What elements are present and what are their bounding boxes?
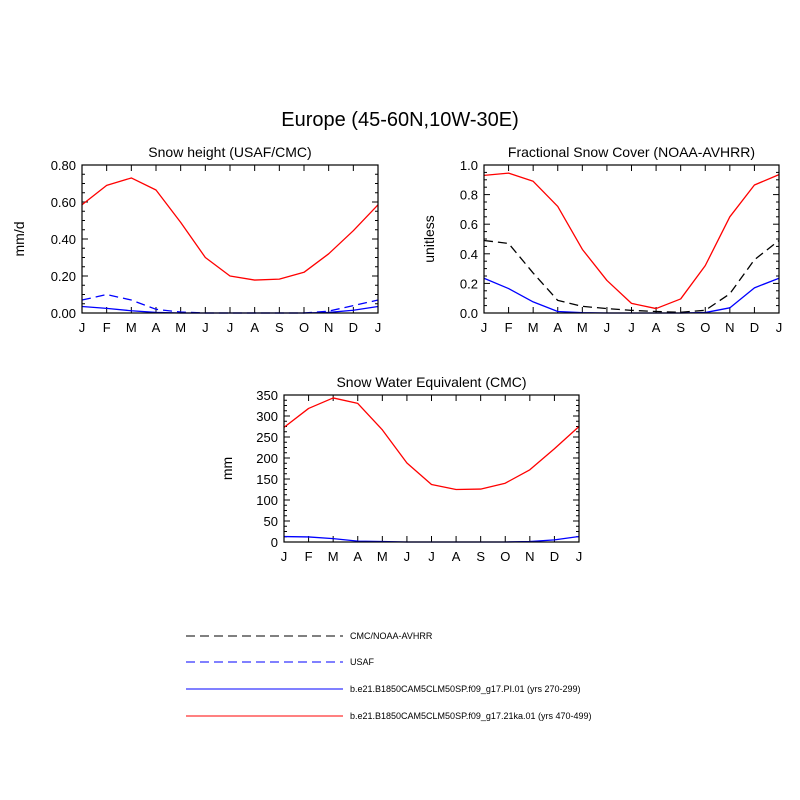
x-tick-label: A [553,320,562,335]
x-tick-label: D [550,549,559,564]
x-tick-label: M [528,320,539,335]
plot-frame [81,164,379,314]
series-line [483,239,780,313]
panel-title: Snow height (USAF/CMC) [148,144,311,160]
x-tick-label: O [700,320,710,335]
x-tick-label: A [652,320,661,335]
x-tick-label: J [604,320,611,335]
y-axis-label: mm [219,457,235,480]
y-tick-label: 0.60 [51,195,76,210]
series-line [81,177,379,281]
x-tick-label: J [79,320,86,335]
x-tick-label: S [275,320,284,335]
y-tick-label: 200 [256,451,278,466]
x-tick-label: N [725,320,734,335]
y-tick-label: 1.0 [460,158,478,173]
legend-label: b.e21.B1850CAM5CLM50SP.f09_g17.PI.01 (yr… [350,684,580,694]
x-tick-label: J [481,320,488,335]
x-tick-label: S [476,549,485,564]
x-tick-label: O [299,320,309,335]
x-tick-label: A [452,549,461,564]
x-tick-label: N [525,549,534,564]
legend-label: USAF [350,657,375,667]
x-tick-label: J [628,320,635,335]
legend-label: b.e21.B1850CAM5CLM50SP.f09_g17.21ka.01 (… [350,711,592,721]
snow-height-panel: Snow height (USAF/CMC)mm/dJ F M A M J J A S O N D J0… [11,144,381,335]
plot-frame [483,164,780,314]
y-tick-label: 0 [271,535,278,550]
x-tick-label: M [175,320,186,335]
x-tick-label: J [428,549,435,564]
y-tick-label: 250 [256,430,278,445]
y-axis-label: unitless [421,215,437,262]
panel-title: Snow Water Equivalent (CMC) [336,374,526,390]
y-tick-label: 0.80 [51,158,76,173]
x-tick-label: A [152,320,161,335]
plot-frame [283,394,580,543]
y-axis-label: mm/d [11,222,27,257]
fractional-snow-cover-panel: Fractional Snow Cover (NOAA-AVHRR) unitle… [421,144,782,335]
x-tick-label: J [404,549,411,564]
x-tick-label: F [103,320,111,335]
x-tick-label: N [324,320,333,335]
y-tick-label: 300 [256,409,278,424]
y-tick-label: 0.0 [460,306,478,321]
x-tick-label: J [281,549,288,564]
x-tick-label: M [328,549,339,564]
y-tick-label: 100 [256,493,278,508]
y-tick-label: 0.6 [460,217,478,232]
x-tick-label: F [505,320,513,335]
legend-label: CMC/NOAA-AVHRR [350,631,433,641]
y-tick-label: 150 [256,472,278,487]
x-tick-label: M [377,549,388,564]
series-line [81,293,379,314]
series-line [283,397,580,491]
y-tick-label: 350 [256,388,278,403]
x-tick-label: M [577,320,588,335]
x-tick-label: A [353,549,362,564]
x-tick-label: M [126,320,137,335]
y-tick-label: 0.20 [51,269,76,284]
x-tick-label: A [250,320,259,335]
x-tick-label: J [375,320,382,335]
y-tick-label: 50 [264,514,278,529]
panel-title: Fractional Snow Cover (NOAA-AVHRR) [508,144,755,160]
legend: CMC/NOAA-AVHRR USAF b.e21.B1850CAM5CLM50SP… [186,631,592,721]
x-tick-label: J [227,320,234,335]
y-tick-label: 0.4 [460,247,478,262]
x-tick-label: J [576,549,583,564]
x-tick-label: F [305,549,313,564]
y-tick-label: 0.00 [51,306,76,321]
y-tick-label: 0.40 [51,232,76,247]
x-tick-label: J [202,320,209,335]
x-tick-label: D [750,320,759,335]
x-tick-label: D [349,320,358,335]
x-tick-label: S [676,320,685,335]
snow-water-equivalent-panel: Snow Water Equivalent (CMC)mmJ F M A M J J A S O N… [219,374,582,564]
x-tick-label: J [776,320,783,335]
x-tick-label: O [500,549,510,564]
figure-title: Europe (45-60N,10W-30E) [281,109,519,131]
y-tick-label: 0.2 [460,276,478,291]
series-line [483,172,780,310]
y-tick-label: 0.8 [460,188,478,203]
